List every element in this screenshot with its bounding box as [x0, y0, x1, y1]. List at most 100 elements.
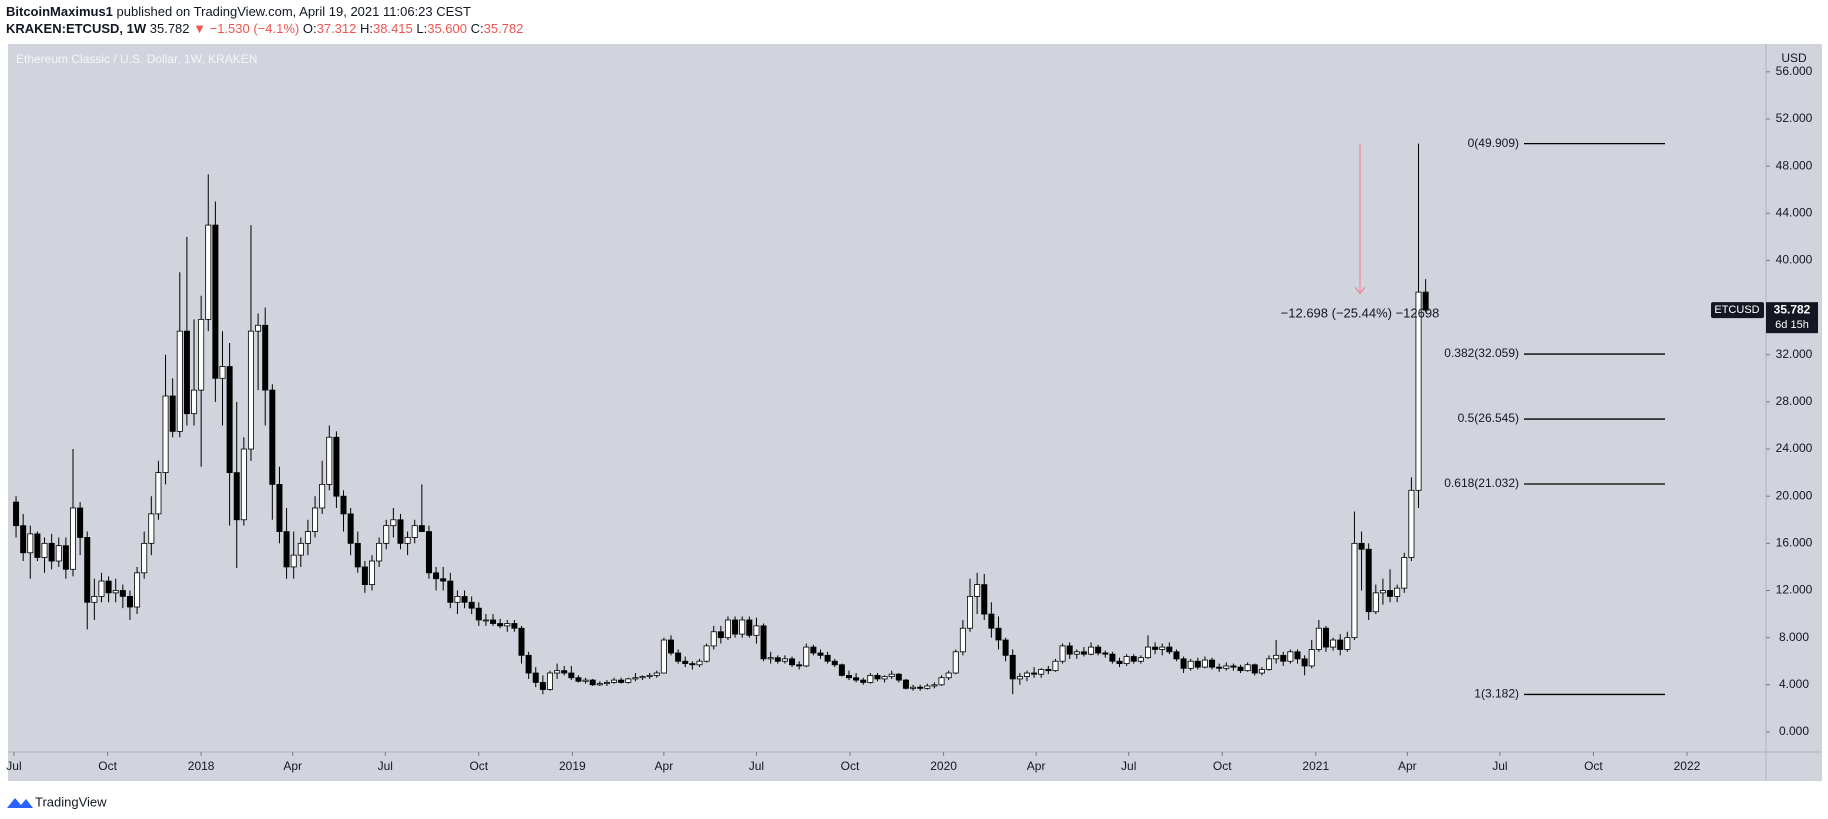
candle-body [1244, 664, 1251, 672]
candle-body [1080, 651, 1087, 655]
candle-body [297, 542, 304, 556]
logo-icon [7, 798, 33, 808]
candle-body [575, 677, 582, 682]
x-tick-label: Oct [1584, 759, 1603, 773]
candle-body [1230, 665, 1237, 668]
candle-body [660, 639, 667, 674]
candle-body [696, 660, 703, 666]
candle-body [1237, 666, 1244, 672]
candle-body [988, 613, 995, 629]
symbol-badge [1711, 302, 1764, 319]
candle-body [276, 484, 283, 532]
candle-body [141, 542, 148, 574]
candle-body [1372, 592, 1379, 613]
candle-body [732, 619, 739, 635]
candle-body [539, 682, 546, 690]
candle-body [1052, 660, 1059, 672]
y-tick-label: 24.000 [1776, 441, 1813, 455]
candle-body [212, 224, 219, 379]
candle-body [845, 674, 852, 679]
candle-body [618, 679, 625, 683]
candle-body [369, 560, 376, 586]
candle-body [511, 623, 518, 629]
ohlc-value: 37.312 [317, 21, 357, 36]
x-tick-label: 2020 [930, 759, 957, 773]
price-badge-text: 35.782 [1774, 302, 1811, 316]
candle-body [447, 580, 454, 603]
x-tick-label: Apr [655, 759, 674, 773]
candle-body [247, 330, 254, 450]
candle-body [176, 330, 183, 432]
candle-body [390, 519, 397, 527]
ohlc-value: 35.600 [427, 21, 467, 36]
candle-body [867, 674, 874, 683]
countdown-text: 6d 15h [1775, 319, 1809, 331]
candle-body [703, 645, 710, 662]
candle-body [724, 619, 731, 639]
candle-body [653, 672, 660, 676]
candle-body [1408, 489, 1415, 558]
candle-body [546, 672, 553, 690]
candle-body [411, 525, 418, 538]
candle-body [1031, 672, 1038, 675]
y-tick-label: 20.000 [1776, 488, 1813, 502]
candle-body [1102, 652, 1109, 655]
candle-body [283, 531, 290, 568]
candle-body [20, 525, 27, 554]
candle-body [226, 366, 233, 474]
ohlc-key: L: [416, 21, 427, 36]
candle-body [27, 533, 34, 554]
candle-body [304, 531, 311, 544]
candle-body [554, 670, 561, 674]
candle-body [995, 627, 1002, 641]
candle-body [376, 542, 383, 562]
candle-body [1315, 627, 1322, 650]
candle-body [518, 627, 525, 656]
candle-body [981, 584, 988, 615]
candle-body [902, 679, 909, 689]
candle-body [710, 631, 717, 647]
candle-body [860, 679, 867, 683]
candle-body [84, 537, 91, 603]
candle-body [1137, 657, 1144, 662]
fib-label: 0(49.909) [1468, 136, 1519, 150]
candle-body [1159, 646, 1166, 650]
candle-body [1130, 656, 1137, 662]
candle-body [461, 595, 468, 603]
change: ▼ −1.530 (−4.1%) [193, 21, 299, 36]
candle-body [603, 682, 610, 685]
candle-body [910, 686, 917, 689]
candle-body [1379, 590, 1386, 594]
candle-body [753, 625, 760, 636]
chart-title: Ethereum Classic / U.S. Dollar, 1W, KRAK… [16, 52, 257, 66]
x-tick-label: Apr [1398, 759, 1417, 773]
candle-body [1023, 672, 1030, 677]
y-tick-label: 52.000 [1776, 111, 1813, 125]
candle-body [1266, 658, 1273, 670]
candle-body [831, 660, 838, 666]
candle-body [1045, 669, 1052, 672]
candle-body [1337, 639, 1344, 650]
candle-body [632, 677, 639, 680]
published: published on TradingView.com, April 19, … [117, 4, 471, 19]
candle-body [959, 627, 966, 653]
candle-body [1294, 651, 1301, 660]
legend-line: KRAKEN:ETCUSD, 1W 35.782 ▼ −1.530 (−4.1%… [6, 21, 523, 36]
candle-body [675, 652, 682, 662]
candle-body [361, 566, 368, 586]
candle-body [1059, 645, 1066, 662]
candle-body [789, 658, 796, 666]
candle-body [347, 513, 354, 544]
candle-body [326, 436, 333, 485]
fib-label: 0.5(26.545) [1458, 411, 1519, 425]
candle-body [1401, 557, 1408, 589]
candle-body [333, 436, 340, 497]
x-tick-label: Jul [378, 759, 393, 773]
candle-body [1088, 646, 1095, 655]
x-tick-label: Oct [98, 759, 117, 773]
candle-body [1415, 291, 1422, 491]
candle-body [568, 672, 575, 679]
candle-body [582, 679, 589, 682]
candle-body [119, 590, 126, 597]
